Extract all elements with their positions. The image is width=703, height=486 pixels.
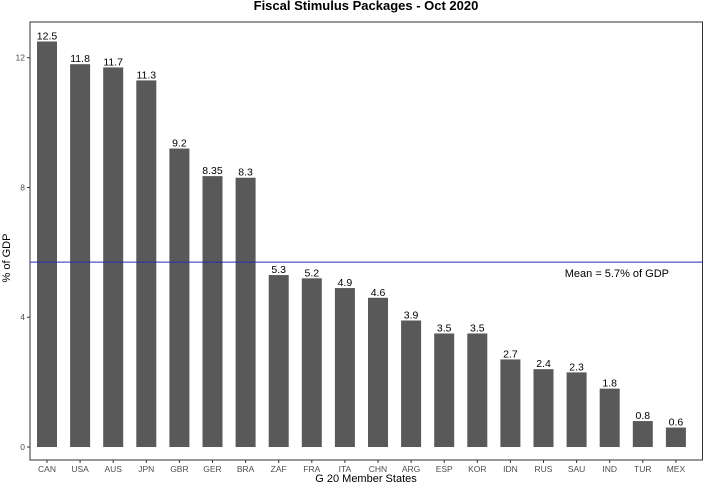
data-label: 0.6	[669, 417, 684, 429]
data-label: 11.7	[103, 56, 123, 68]
bar-idn	[500, 359, 521, 448]
x-tick-label: CAN	[38, 464, 56, 474]
x-tick-label: CHN	[369, 464, 387, 474]
chart-title: Fiscal Stimulus Packages - Oct 2020	[254, 0, 479, 13]
x-tick-label: JPN	[138, 464, 154, 474]
bar-gbr	[169, 148, 190, 448]
x-tick-label: SAU	[568, 464, 585, 474]
x-tick-label: KOR	[468, 464, 486, 474]
x-tick-label: ZAF	[271, 464, 287, 474]
bar-ger	[202, 176, 223, 448]
bar-jpn	[136, 80, 157, 448]
data-label: 11.8	[70, 53, 90, 65]
x-tick-label: ARG	[402, 464, 420, 474]
data-label: 2.3	[569, 361, 584, 373]
y-tick-label: 4	[20, 312, 25, 322]
bar-ind	[599, 388, 620, 448]
data-label: 4.9	[338, 277, 353, 289]
bar-sau	[566, 372, 587, 448]
data-label: 2.4	[536, 358, 551, 370]
x-tick-label: GER	[203, 464, 221, 474]
bar-tur	[632, 421, 653, 448]
mean-annotation: Mean = 5.7% of GDP	[565, 268, 669, 280]
x-tick-label: GBR	[170, 464, 188, 474]
x-tick-label: FRA	[303, 464, 320, 474]
bar-esp	[434, 333, 455, 448]
data-label: 3.9	[404, 309, 419, 321]
data-label: 4.6	[371, 287, 386, 299]
bar-usa	[70, 64, 91, 448]
bar-kor	[467, 333, 488, 448]
y-tick-label: 0	[20, 442, 25, 452]
data-label: 3.5	[470, 322, 485, 334]
x-tick-label: ESP	[436, 464, 453, 474]
data-label: 3.5	[437, 322, 452, 334]
y-tick-label: 12	[16, 53, 26, 63]
bar-chn	[368, 297, 388, 448]
data-label: 12.5	[37, 30, 58, 42]
data-label: 2.7	[503, 348, 518, 360]
x-tick-label: MEX	[667, 464, 686, 474]
x-tick-label: IDN	[503, 464, 518, 474]
data-label: 9.2	[172, 138, 187, 150]
data-label: 8.3	[238, 167, 253, 179]
x-tick-label: IND	[602, 464, 617, 474]
y-axis-title: % of GDP	[1, 234, 13, 283]
x-tick-label: RUS	[535, 464, 553, 474]
bar-aus	[103, 67, 124, 448]
x-axis-title: G 20 Member States	[315, 473, 417, 485]
data-label: 0.8	[635, 410, 650, 422]
bar-arg	[401, 320, 422, 448]
data-label: 5.2	[304, 267, 319, 279]
x-tick-label: USA	[71, 464, 89, 474]
data-label: 8.35	[202, 165, 223, 177]
bar-fra	[301, 278, 322, 448]
y-tick-label: 8	[20, 182, 25, 192]
bar-mex	[665, 427, 686, 448]
x-tick-label: AUS	[104, 464, 122, 474]
data-label: 11.3	[136, 69, 156, 81]
data-label: 5.3	[271, 264, 286, 276]
bar-can	[37, 41, 57, 448]
bar-zaf	[268, 275, 289, 448]
bar-ita	[334, 288, 355, 448]
bar-bra	[235, 177, 256, 448]
x-tick-label: TUR	[634, 464, 651, 474]
bar-rus	[533, 369, 554, 448]
x-tick-label: ITA	[339, 464, 352, 474]
x-tick-label: BRA	[237, 464, 255, 474]
data-label: 1.8	[602, 378, 617, 390]
